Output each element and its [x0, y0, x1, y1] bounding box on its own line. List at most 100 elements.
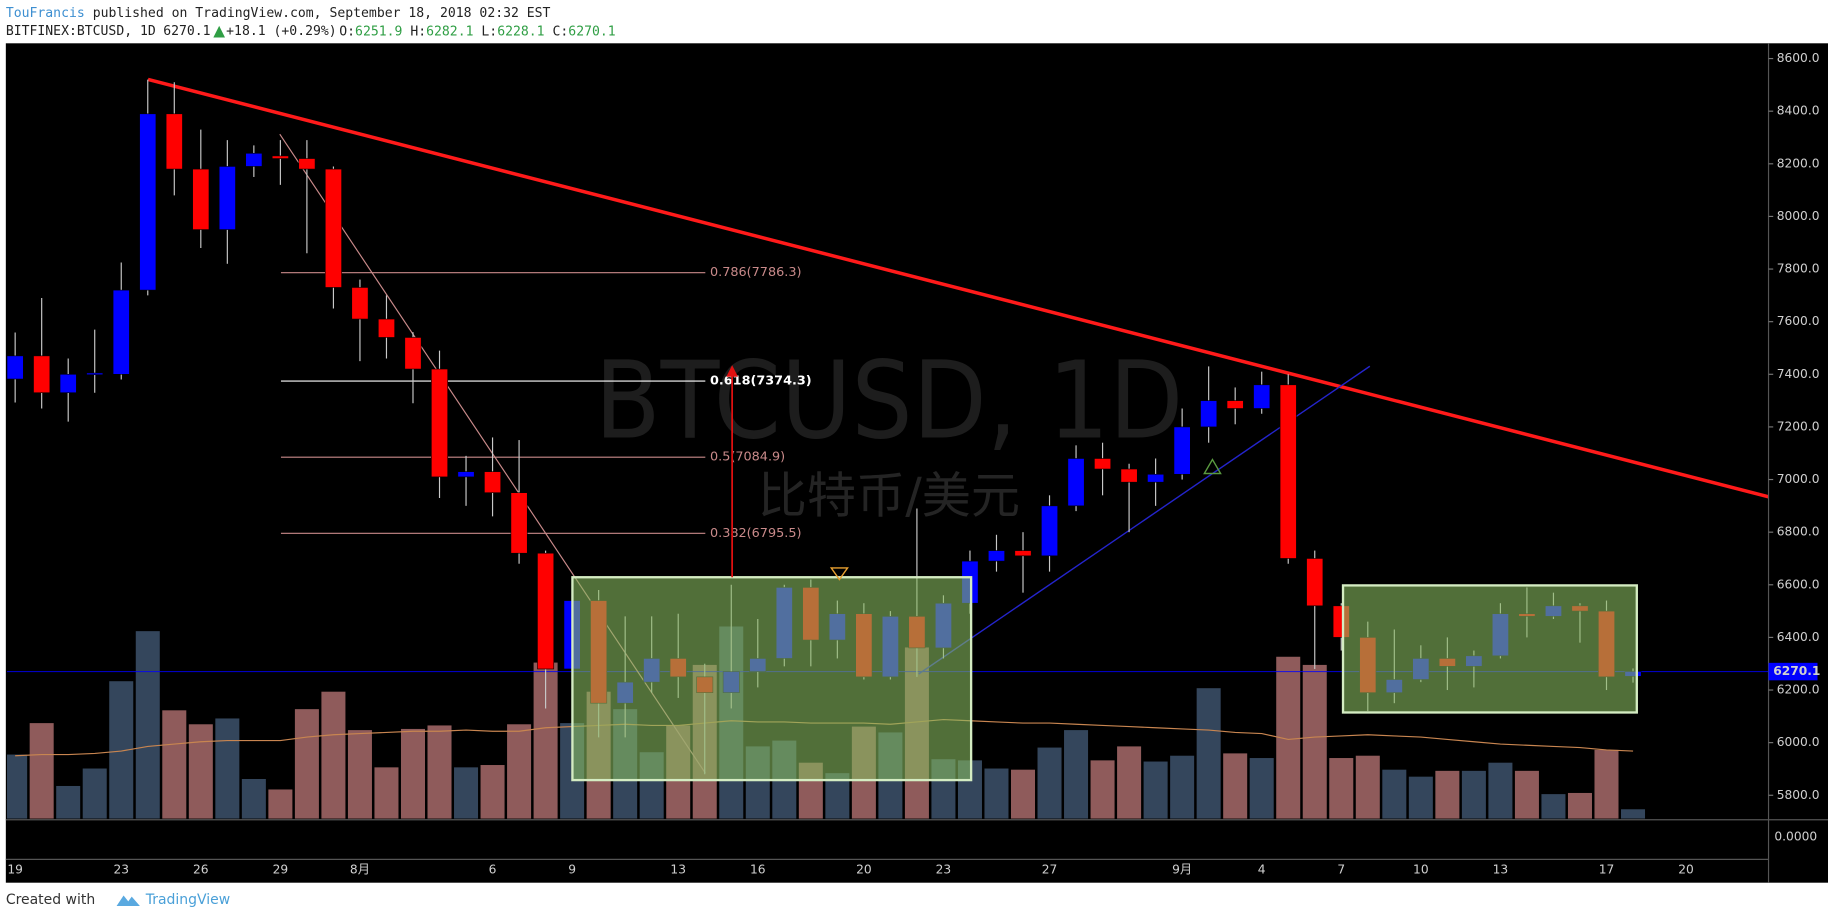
sell-marker	[829, 567, 849, 581]
volume-bar	[1488, 762, 1513, 819]
x-tick-label: 13	[1493, 862, 1509, 876]
volume-bar	[1170, 755, 1195, 819]
volume-bar	[1408, 776, 1433, 819]
candle-body	[192, 168, 210, 230]
volume-bar	[984, 768, 1009, 819]
candle-body	[1120, 468, 1138, 483]
volume-bar	[1249, 758, 1274, 819]
author: TouFrancis	[6, 5, 85, 20]
last-close: 6270.1	[163, 24, 210, 39]
buy-marker	[1203, 458, 1222, 475]
volume-bar	[507, 724, 532, 819]
candle-body	[6, 355, 24, 380]
y-tick-label: 8000.0	[1777, 209, 1820, 223]
lower-pane-tick-label: 0.0000	[1774, 830, 1817, 844]
plot-area: 0.786(7786.3) 0.618(7374.3) 0.5(7084.9) 0.3…	[6, 77, 1769, 819]
fib-level-label: 0.5(7084.9)	[710, 450, 785, 465]
y-tick-label: 6400.0	[1777, 630, 1820, 644]
volume-bar	[1355, 755, 1380, 819]
candle-body	[378, 318, 395, 338]
watermark-subtitle: 比特币/美元	[758, 468, 1020, 525]
ohlc-value: 6251.9	[355, 24, 402, 39]
last-price-label: 6270.1	[1773, 664, 1820, 678]
volume-bar	[1117, 746, 1142, 819]
y-tick-label: 6800.0	[1777, 525, 1820, 539]
y-tick-label: 5800.0	[1777, 788, 1820, 802]
volume-bar	[268, 789, 293, 819]
volume-bar	[188, 724, 213, 819]
volume-bar	[1594, 749, 1619, 819]
y-tick-label: 6600.0	[1777, 577, 1820, 591]
ohlc-label: L:	[481, 24, 497, 39]
x-tick-label: 10	[1413, 862, 1429, 876]
candle-body	[537, 552, 555, 670]
volume-bar	[241, 778, 266, 819]
volume-bar	[1064, 730, 1089, 819]
volume-bar	[56, 785, 81, 819]
volume-bar	[29, 723, 54, 819]
candle-body	[351, 287, 369, 320]
candle-body	[431, 368, 448, 478]
volume-bar	[480, 765, 505, 819]
published: published on TradingView.com, September …	[93, 5, 551, 20]
range-box	[1341, 584, 1638, 714]
volume-bar	[1514, 770, 1539, 819]
ohlc-label: O:	[339, 24, 355, 39]
tradingview-link[interactable]: TradingView	[145, 892, 230, 908]
ohlc-value: 6270.1	[568, 24, 615, 39]
candle-body	[245, 152, 263, 167]
candle-body	[1253, 384, 1271, 409]
volume-bar	[1461, 770, 1486, 819]
volume-bar	[215, 718, 240, 819]
volume-bar	[294, 709, 319, 819]
x-tick-label: 20	[856, 862, 872, 876]
fib-level-label: 0.618(7374.3)	[710, 374, 812, 389]
candle-body	[1226, 400, 1244, 409]
candle-body	[324, 168, 342, 288]
footer-text: Created with	[6, 892, 95, 908]
x-tick-label: 19	[7, 862, 23, 876]
volume-bar	[321, 691, 346, 819]
x-tick-label: 9	[568, 862, 576, 876]
x-tick-label: 17	[1599, 862, 1615, 876]
candle-body	[1014, 550, 1032, 557]
candle-body	[1306, 558, 1324, 607]
candle-body	[1067, 458, 1085, 507]
volume-bar	[1223, 753, 1248, 819]
ohlc-value: 6228.1	[497, 24, 544, 39]
y-tick-label: 7400.0	[1777, 367, 1820, 381]
volume-bar	[1329, 758, 1354, 819]
publish-line: TouFrancis published on TradingView.com, …	[6, 5, 551, 20]
volume-bar	[1196, 688, 1221, 819]
fib-level-label: 0.382(6795.5)	[710, 526, 802, 541]
arrow-head	[726, 365, 738, 377]
volume-bar	[82, 768, 107, 819]
candle-body	[404, 337, 422, 370]
ohlc-value: 6282.1	[426, 24, 473, 39]
x-tick-label: 8月	[350, 862, 370, 876]
volume-bar	[1621, 809, 1646, 819]
volume-bar	[1541, 794, 1566, 819]
candle-body	[271, 155, 289, 159]
candle-body	[33, 355, 51, 394]
candle-body	[1147, 473, 1165, 483]
ohlc-label: H:	[410, 24, 426, 39]
y-tick-label: 7800.0	[1777, 262, 1820, 276]
volume-bar	[1302, 664, 1327, 819]
candle-body	[218, 166, 236, 230]
volume-bar	[374, 767, 399, 819]
volume-bar	[1143, 761, 1168, 819]
fib-level-label: 0.786(7786.3)	[710, 265, 802, 280]
x-tick-label: 29	[273, 862, 289, 876]
y-tick-label: 8200.0	[1777, 156, 1820, 170]
tradingview-logo[interactable]	[116, 895, 140, 907]
up-arrow-icon	[213, 25, 226, 38]
y-tick-label: 7200.0	[1777, 419, 1820, 433]
range-box	[571, 576, 973, 782]
y-tick-label: 7000.0	[1777, 472, 1820, 486]
candle-body	[1094, 458, 1112, 470]
y-tick-label: 8600.0	[1777, 51, 1820, 65]
symbol: BITFINEX:BTCUSD, 1D	[6, 24, 156, 39]
